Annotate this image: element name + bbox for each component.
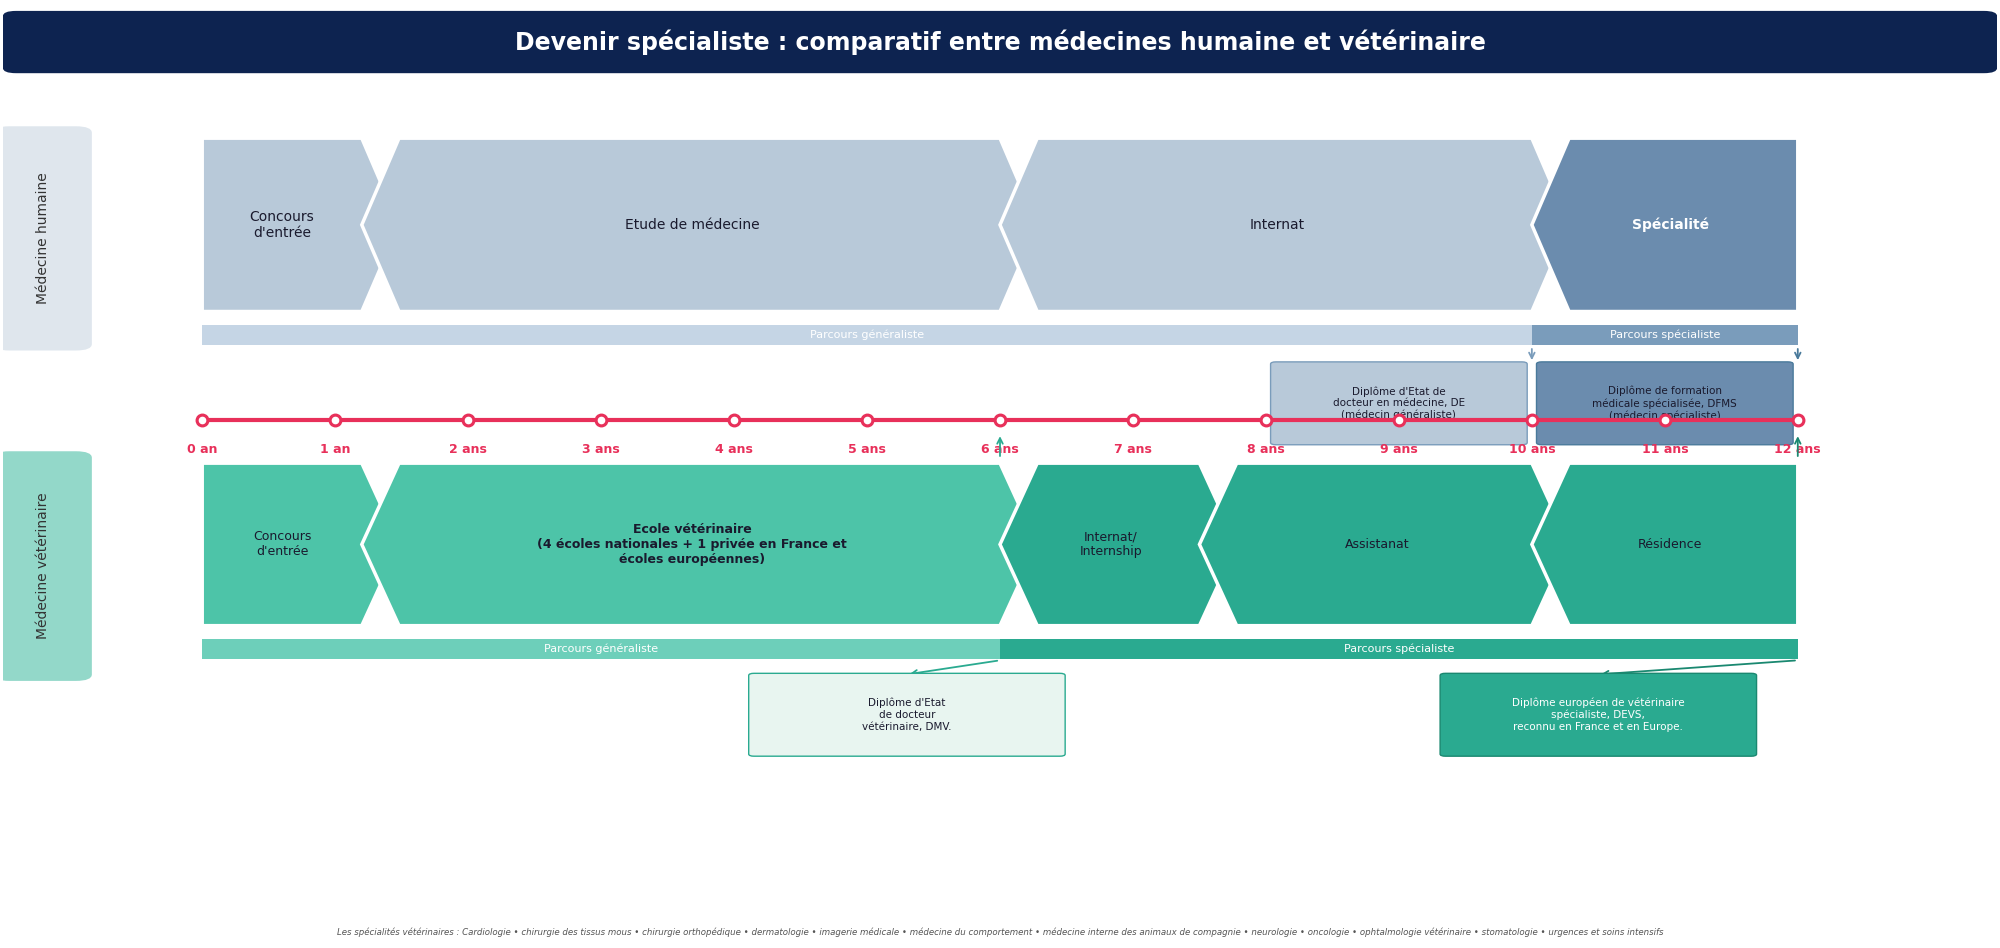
FancyBboxPatch shape bbox=[0, 126, 92, 351]
Text: 1 an: 1 an bbox=[320, 443, 350, 456]
Text: Diplôme de formation
médicale spécialisée, DFMS
(médecin spécialiste): Diplôme de formation médicale spécialisé… bbox=[1592, 386, 1738, 421]
Text: Spécialité: Spécialité bbox=[1632, 218, 1708, 232]
Text: 7 ans: 7 ans bbox=[1114, 443, 1152, 456]
Text: 2 ans: 2 ans bbox=[450, 443, 488, 456]
FancyBboxPatch shape bbox=[1536, 362, 1794, 445]
Polygon shape bbox=[1000, 464, 1236, 626]
Text: Parcours spécialiste: Parcours spécialiste bbox=[1610, 330, 1720, 340]
Polygon shape bbox=[362, 464, 1038, 626]
Text: 3 ans: 3 ans bbox=[582, 443, 620, 456]
Text: Concours
d'entrée: Concours d'entrée bbox=[252, 531, 312, 558]
FancyBboxPatch shape bbox=[0, 451, 92, 681]
Text: Etude de médecine: Etude de médecine bbox=[624, 218, 760, 232]
Text: Médecine vétérinaire: Médecine vétérinaire bbox=[36, 493, 50, 639]
FancyBboxPatch shape bbox=[1440, 673, 1756, 757]
Text: 6 ans: 6 ans bbox=[982, 443, 1018, 456]
Polygon shape bbox=[1000, 138, 1570, 312]
Polygon shape bbox=[1532, 138, 1798, 312]
FancyBboxPatch shape bbox=[1270, 362, 1528, 445]
FancyBboxPatch shape bbox=[748, 673, 1066, 757]
Text: Médecine humaine: Médecine humaine bbox=[36, 173, 50, 304]
Text: 12 ans: 12 ans bbox=[1774, 443, 1822, 456]
Text: 10 ans: 10 ans bbox=[1508, 443, 1556, 456]
Text: Diplôme d'Etat de
docteur en médecine, DE
(médecin généraliste): Diplôme d'Etat de docteur en médecine, D… bbox=[1332, 386, 1464, 421]
Text: Les spécialités vétérinaires : Cardiologie • chirurgie des tissus mous • chirurg: Les spécialités vétérinaires : Cardiolog… bbox=[336, 927, 1664, 937]
Text: 4 ans: 4 ans bbox=[716, 443, 754, 456]
Polygon shape bbox=[1200, 464, 1570, 626]
Text: 5 ans: 5 ans bbox=[848, 443, 886, 456]
Text: 0 an: 0 an bbox=[186, 443, 218, 456]
Text: Parcours généraliste: Parcours généraliste bbox=[544, 644, 658, 654]
Text: Parcours généraliste: Parcours généraliste bbox=[810, 330, 924, 340]
Text: Internat/
Internship: Internat/ Internship bbox=[1080, 531, 1142, 558]
Text: Internat: Internat bbox=[1250, 218, 1304, 232]
FancyBboxPatch shape bbox=[2, 11, 1998, 73]
Polygon shape bbox=[362, 138, 1038, 312]
Text: Ecole vétérinaire
(4 écoles nationales + 1 privée en France et
écoles européenne: Ecole vétérinaire (4 écoles nationales +… bbox=[538, 523, 846, 566]
Polygon shape bbox=[202, 324, 1532, 345]
Text: Diplôme d'Etat
de docteur
vétérinaire, DMV.: Diplôme d'Etat de docteur vétérinaire, D… bbox=[862, 698, 952, 732]
Text: Résidence: Résidence bbox=[1638, 538, 1702, 551]
Text: Diplôme européen de vétérinaire
spécialiste, DEVS,
reconnu en France et en Europ: Diplôme européen de vétérinaire spéciali… bbox=[1512, 698, 1684, 732]
Polygon shape bbox=[1000, 639, 1798, 659]
Text: Assistanat: Assistanat bbox=[1344, 538, 1410, 551]
Polygon shape bbox=[202, 464, 400, 626]
Text: 11 ans: 11 ans bbox=[1642, 443, 1688, 456]
Text: Parcours spécialiste: Parcours spécialiste bbox=[1344, 644, 1454, 654]
Text: 9 ans: 9 ans bbox=[1380, 443, 1418, 456]
Text: Devenir spécialiste : comparatif entre médecines humaine et vétérinaire: Devenir spécialiste : comparatif entre m… bbox=[514, 29, 1486, 55]
Text: Concours
d'entrée: Concours d'entrée bbox=[250, 210, 314, 240]
Polygon shape bbox=[202, 639, 1000, 659]
Text: 8 ans: 8 ans bbox=[1248, 443, 1284, 456]
Polygon shape bbox=[1532, 324, 1798, 345]
Polygon shape bbox=[202, 138, 400, 312]
Polygon shape bbox=[1532, 464, 1798, 626]
